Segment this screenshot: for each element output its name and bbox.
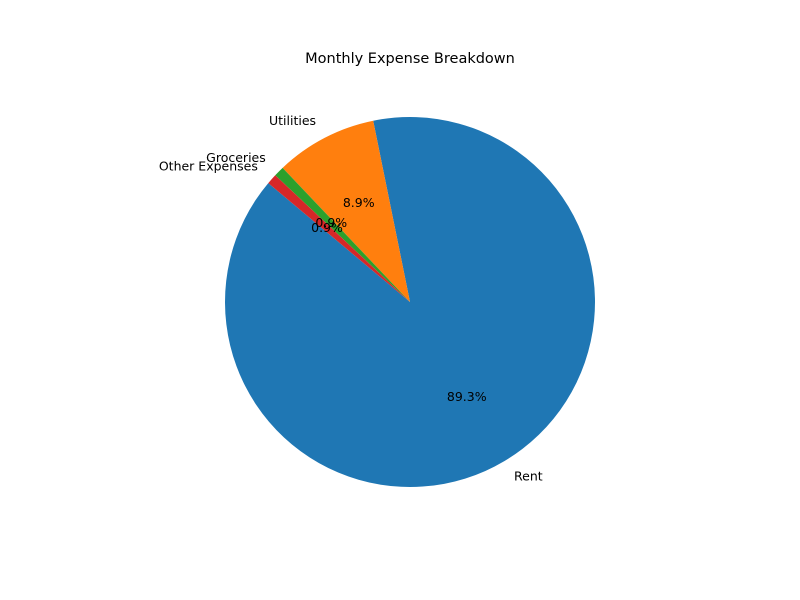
pie-slice-groceries (275, 167, 410, 302)
percent-label-rent: 89.3% (447, 389, 487, 404)
pie-slice-other-expenses (268, 175, 410, 302)
percent-label-groceries: 0.9% (315, 215, 347, 230)
percent-label-utilities: 8.9% (343, 195, 375, 210)
slice-label-other-expenses: Other Expenses (159, 158, 258, 173)
slice-label-groceries: Groceries (206, 150, 266, 165)
chart-title: Monthly Expense Breakdown (305, 51, 515, 67)
percent-labels: 89.3%8.9%0.9%0.9% (311, 195, 487, 404)
pie-slice-utilities (282, 120, 410, 302)
percent-label-other-expenses: 0.9% (311, 220, 343, 235)
slice-label-rent: Rent (514, 468, 543, 483)
slice-label-utilities: Utilities (269, 113, 316, 128)
pie-slices (225, 117, 595, 488)
